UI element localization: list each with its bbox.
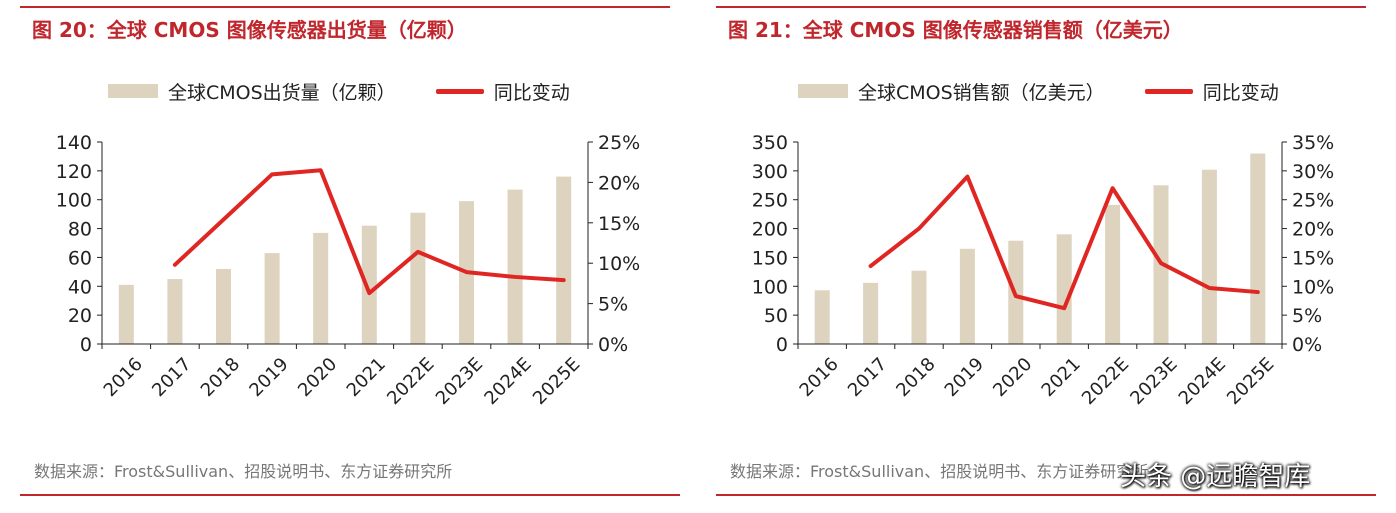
y-tick-label-left: 300 [752, 161, 788, 183]
x-tick-label: 2019 [941, 354, 988, 401]
x-tick-label: 2017 [148, 354, 195, 401]
y-tick-label-left: 120 [56, 161, 92, 183]
x-tick-label: 2020 [989, 354, 1036, 401]
legend-bar-label: 全球CMOS出货量（亿颗） [168, 81, 396, 104]
y-tick-label-right: 0% [1292, 334, 1322, 356]
x-tick-label: 2018 [197, 354, 244, 401]
x-tick-label: 2022E [383, 354, 438, 409]
x-tick-label: 2024E [1175, 354, 1230, 409]
yoy-line [172, 168, 566, 296]
bar-2022E [410, 212, 426, 344]
legend: 全球CMOS出货量（亿颗） 同比变动 [108, 78, 570, 104]
legend-line-label: 同比变动 [493, 81, 570, 104]
legend-bar-swatch [798, 84, 848, 98]
legend: 全球CMOS销售额（亿美元） 同比变动 [798, 78, 1279, 104]
x-tick-label: 2019 [245, 354, 292, 401]
x-tick-label: 2016 [100, 354, 147, 401]
bar-2017 [167, 279, 183, 344]
bottom-rule [716, 494, 1376, 496]
x-tick-label: 2020 [294, 354, 341, 401]
y-tick-label-left: 20 [68, 305, 92, 327]
y-tick-label-left: 250 [752, 190, 788, 212]
bar-2019 [959, 248, 975, 344]
bar-2021 [361, 225, 377, 344]
y-tick-label-right: 0% [598, 334, 628, 356]
y-tick-label-right: 15% [1292, 247, 1334, 269]
x-tick-label: 2022E [1078, 354, 1133, 409]
legend-line-swatch [435, 88, 484, 94]
y-tick-label-right: 35% [1292, 132, 1334, 154]
bar-2017 [863, 282, 879, 344]
legend-line-swatch [1144, 88, 1193, 94]
y-tick-label-left: 100 [56, 190, 92, 212]
y-tick-label-left: 140 [56, 132, 92, 154]
y-tick-label-left: 150 [752, 247, 788, 269]
y-tick-label-right: 20% [598, 172, 640, 194]
x-tick-label: 2025E [529, 354, 584, 409]
bar-2024E [507, 189, 523, 344]
legend-line-label: 同比变动 [1202, 81, 1279, 104]
y-tick-label-left: 200 [752, 219, 788, 241]
x-tick-label: 2016 [796, 354, 843, 401]
top-rule [20, 6, 670, 8]
bar-2018 [216, 268, 231, 344]
bar-2018 [911, 270, 927, 344]
x-tick-label: 2017 [844, 354, 891, 401]
bar-2025E [1250, 153, 1266, 344]
y-tick-label-left: 40 [68, 276, 92, 298]
y-tick-label-left: 80 [68, 219, 92, 241]
bar-2021 [1056, 234, 1072, 344]
y-tick-label-right: 25% [1292, 190, 1334, 212]
chart-panel-sales: 图 21：全球 CMOS 图像传感器销售额（亿美元） 全球CMOS销售额（亿美元… [716, 0, 1376, 513]
y-tick-label-right: 10% [1292, 276, 1334, 298]
bar-2024E [1201, 169, 1217, 344]
legend-bar-label: 全球CMOS销售额（亿美元） [858, 81, 1105, 104]
bar-2022E [1105, 204, 1121, 344]
y-tick-label-left: 0 [776, 334, 788, 356]
bar-2016 [814, 290, 830, 344]
y-tick-label-right: 5% [1292, 305, 1322, 327]
source-note: 数据来源：Frost&Sullivan、招股说明书、东方证券研究所 [34, 462, 453, 481]
x-tick-label: 2023E [1126, 354, 1181, 409]
combo-chart: 0 50 100 150 200 250 300 350 0% 5% 10% 15% 20% 25% 30%… [752, 132, 1335, 409]
legend-bar-swatch [108, 84, 158, 98]
y-tick-label-right: 30% [1292, 161, 1334, 183]
figure-title: 图 21：全球 CMOS 图像传感器销售额（亿美元） [728, 18, 1183, 42]
chart-panel-shipments: 图 20：全球 CMOS 图像传感器出货量（亿颗） 全球CMOS出货量（亿颗） … [20, 0, 680, 513]
y-tick-label-right: 15% [598, 213, 640, 235]
y-tick-label-right: 5% [598, 294, 628, 316]
bar-2025E [556, 176, 572, 344]
x-tick-label: 2018 [892, 354, 939, 401]
x-tick-label: 2023E [432, 354, 487, 409]
bar-2019 [264, 253, 280, 344]
y-tick-label-left: 100 [752, 276, 788, 298]
x-tick-label: 2024E [480, 354, 535, 409]
y-tick-label-right: 10% [598, 253, 640, 275]
x-tick-label: 2025E [1223, 354, 1278, 409]
y-tick-label-right: 25% [598, 132, 640, 154]
y-tick-label-left: 0 [80, 334, 92, 356]
y-tick-label-right: 20% [1292, 219, 1334, 241]
y-tick-label-left: 60 [68, 247, 92, 269]
source-note: 数据来源：Frost&Sullivan、招股说明书、东方证券研究所 [730, 462, 1149, 481]
y-tick-label-left: 350 [752, 132, 788, 154]
bar-2016 [118, 284, 134, 344]
watermark: 头条 @远瞻智库 [1120, 462, 1311, 492]
bottom-rule [20, 494, 680, 496]
bar-2020 [313, 232, 329, 344]
top-rule [716, 6, 1366, 8]
y-tick-label-left: 50 [764, 305, 788, 327]
figure-title: 图 20：全球 CMOS 图像传感器出货量（亿颗） [32, 18, 467, 42]
